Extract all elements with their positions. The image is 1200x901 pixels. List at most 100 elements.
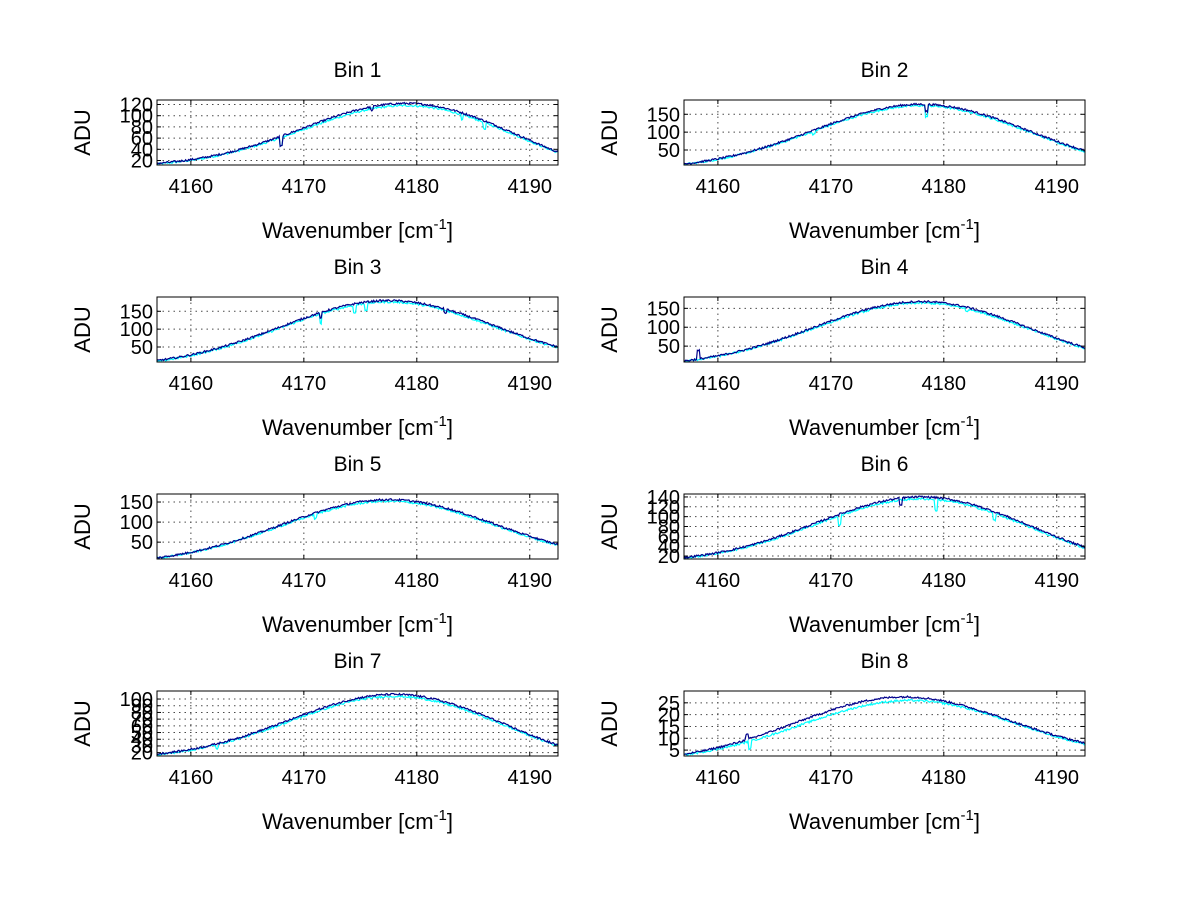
y-tick-label: 10 xyxy=(658,728,680,750)
x-tick-label: 4170 xyxy=(809,767,854,789)
y-tick-label: 15 xyxy=(658,716,680,738)
x-tick-label: 4190 xyxy=(508,176,553,198)
series-line-2 xyxy=(156,101,559,165)
series-line-2 xyxy=(156,497,559,560)
y-tick-label: 50 xyxy=(658,336,680,358)
series-line-1 xyxy=(156,499,559,560)
y-tick-label: 25 xyxy=(658,693,680,715)
y-tick-label: 100 xyxy=(120,106,153,128)
y-tick-label: 150 xyxy=(647,104,680,126)
x-axis-label: Wavenumber [cm-1] xyxy=(262,216,453,243)
series-line-1 xyxy=(683,698,1086,756)
x-tick-label: 4160 xyxy=(169,373,214,395)
x-axis-label: Wavenumber [cm-1] xyxy=(789,610,980,637)
subplot-title: Bin 5 xyxy=(334,453,382,476)
y-tick-label: 50 xyxy=(131,723,153,745)
axes-frame xyxy=(156,493,559,560)
y-tick-label: 40 xyxy=(131,729,153,751)
x-tick-label: 4190 xyxy=(1035,176,1080,198)
x-axis-label: Wavenumber [cm-1] xyxy=(789,807,980,834)
subplot-title: Bin 2 xyxy=(861,59,909,82)
x-axis-label: Wavenumber [cm-1] xyxy=(262,610,453,637)
x-tick-label: 4180 xyxy=(395,570,440,592)
x-tick-label: 4160 xyxy=(169,176,214,198)
axes-frame xyxy=(683,690,1086,757)
y-tick-label: 70 xyxy=(131,709,153,731)
series-line-2 xyxy=(156,298,559,362)
x-tick-label: 4170 xyxy=(809,373,854,395)
y-tick-label: 60 xyxy=(131,128,153,150)
x-tick-label: 4160 xyxy=(696,767,741,789)
y-tick-label: 100 xyxy=(120,319,153,341)
y-tick-label: 60 xyxy=(131,716,153,738)
y-tick-label: 140 xyxy=(647,487,680,509)
series-line-2 xyxy=(156,692,559,756)
series-line-1 xyxy=(683,104,1086,166)
y-tick-label: 80 xyxy=(131,702,153,724)
subplot-title: Bin 3 xyxy=(334,256,382,279)
y-axis-label: ADU xyxy=(70,503,95,549)
y-tick-label: 60 xyxy=(658,526,680,548)
x-tick-label: 4180 xyxy=(395,373,440,395)
y-tick-label: 50 xyxy=(658,140,680,162)
y-tick-label: 20 xyxy=(658,546,680,568)
y-tick-label: 80 xyxy=(658,517,680,539)
axes-frame xyxy=(156,99,559,166)
x-tick-label: 4190 xyxy=(508,570,553,592)
y-axis-label: ADU xyxy=(597,109,622,155)
y-tick-label: 80 xyxy=(131,117,153,139)
x-tick-label: 4190 xyxy=(508,373,553,395)
x-tick-label: 4180 xyxy=(395,176,440,198)
subplot-title: Bin 1 xyxy=(334,59,382,82)
x-tick-label: 4170 xyxy=(809,570,854,592)
x-axis-label: Wavenumber [cm-1] xyxy=(789,413,980,440)
y-tick-label: 30 xyxy=(131,736,153,758)
x-axis-label: Wavenumber [cm-1] xyxy=(262,807,453,834)
y-tick-label: 120 xyxy=(120,94,153,116)
y-axis-label: ADU xyxy=(70,306,95,352)
series-line-1 xyxy=(156,694,559,757)
x-tick-label: 4180 xyxy=(922,767,967,789)
x-tick-label: 4170 xyxy=(282,176,327,198)
y-tick-label: 20 xyxy=(131,743,153,765)
y-axis-label: ADU xyxy=(597,700,622,746)
y-tick-label: 150 xyxy=(120,492,153,514)
x-tick-label: 4190 xyxy=(1035,570,1080,592)
y-axis-label: ADU xyxy=(597,306,622,352)
x-tick-label: 4160 xyxy=(696,373,741,395)
x-axis-label: Wavenumber [cm-1] xyxy=(262,413,453,440)
x-tick-label: 4160 xyxy=(696,176,741,198)
x-tick-label: 4170 xyxy=(809,176,854,198)
x-tick-label: 4180 xyxy=(395,767,440,789)
y-tick-label: 90 xyxy=(131,696,153,718)
axes-frame xyxy=(683,493,1086,560)
axes-frame xyxy=(683,296,1086,363)
y-tick-label: 40 xyxy=(131,139,153,161)
y-tick-label: 150 xyxy=(120,301,153,323)
x-tick-label: 4170 xyxy=(282,570,327,592)
x-tick-label: 4190 xyxy=(1035,767,1080,789)
x-tick-label: 4170 xyxy=(282,767,327,789)
y-tick-label: 100 xyxy=(120,689,153,711)
y-tick-label: 50 xyxy=(131,532,153,554)
y-axis-label: ADU xyxy=(70,700,95,746)
y-tick-label: 100 xyxy=(647,317,680,339)
x-tick-label: 4180 xyxy=(922,176,967,198)
series-line-2 xyxy=(683,300,1086,362)
subplot-title: Bin 6 xyxy=(861,453,909,476)
y-tick-label: 5 xyxy=(669,740,680,762)
x-tick-label: 4160 xyxy=(169,570,214,592)
y-tick-label: 40 xyxy=(658,536,680,558)
y-tick-label: 100 xyxy=(647,122,680,144)
subplot-title: Bin 4 xyxy=(861,256,909,279)
subplot-title: Bin 8 xyxy=(861,650,909,673)
